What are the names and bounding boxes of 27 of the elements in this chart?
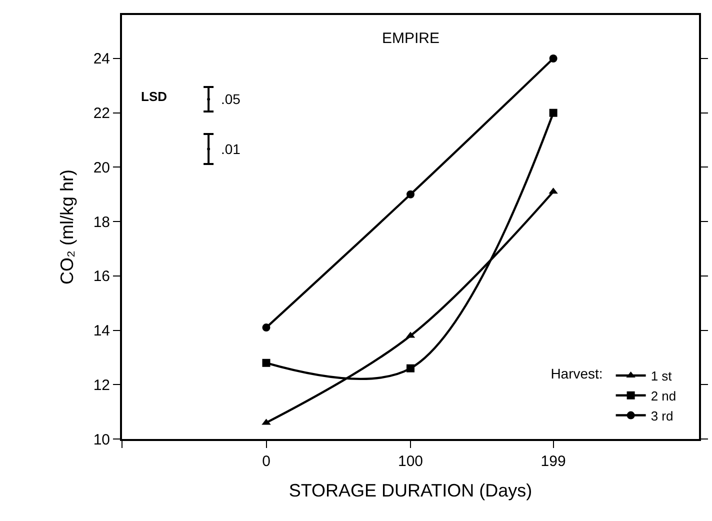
x-tick-label: 0 (262, 453, 270, 470)
annotation: LSD (141, 89, 167, 104)
y-tick-label: 18 (93, 214, 110, 231)
legend-label: 1 st (650, 368, 672, 384)
x-tick-label: 100 (398, 453, 424, 470)
y-tick-label: 10 (93, 431, 110, 448)
point (262, 358, 270, 367)
legend-label: 3 rd (650, 408, 674, 424)
y-tick-label: 20 (93, 159, 110, 176)
y-tick-label: 16 (93, 268, 110, 286)
y-tick-label: 14 (93, 322, 110, 340)
y-tick-label: 24 (93, 50, 110, 68)
point (262, 324, 270, 332)
annotation: .05 (221, 91, 241, 107)
annotation: .01 (221, 141, 241, 157)
legend-label: 2 nd (650, 388, 676, 404)
y-tick-label: 22 (93, 105, 110, 122)
x-axis-title: STORAGE DURATION (Days) (288, 480, 532, 501)
x-tick-label: 199 (540, 453, 566, 470)
point (406, 190, 414, 198)
point (549, 54, 558, 62)
point (549, 108, 558, 117)
text: EMPIRE (382, 30, 440, 47)
y-tick-label: 12 (93, 376, 110, 394)
y-axis-title: CO₂ (ml/kg hr) (57, 170, 78, 284)
legend-title: Harvest: (550, 366, 603, 382)
point (406, 364, 414, 372)
